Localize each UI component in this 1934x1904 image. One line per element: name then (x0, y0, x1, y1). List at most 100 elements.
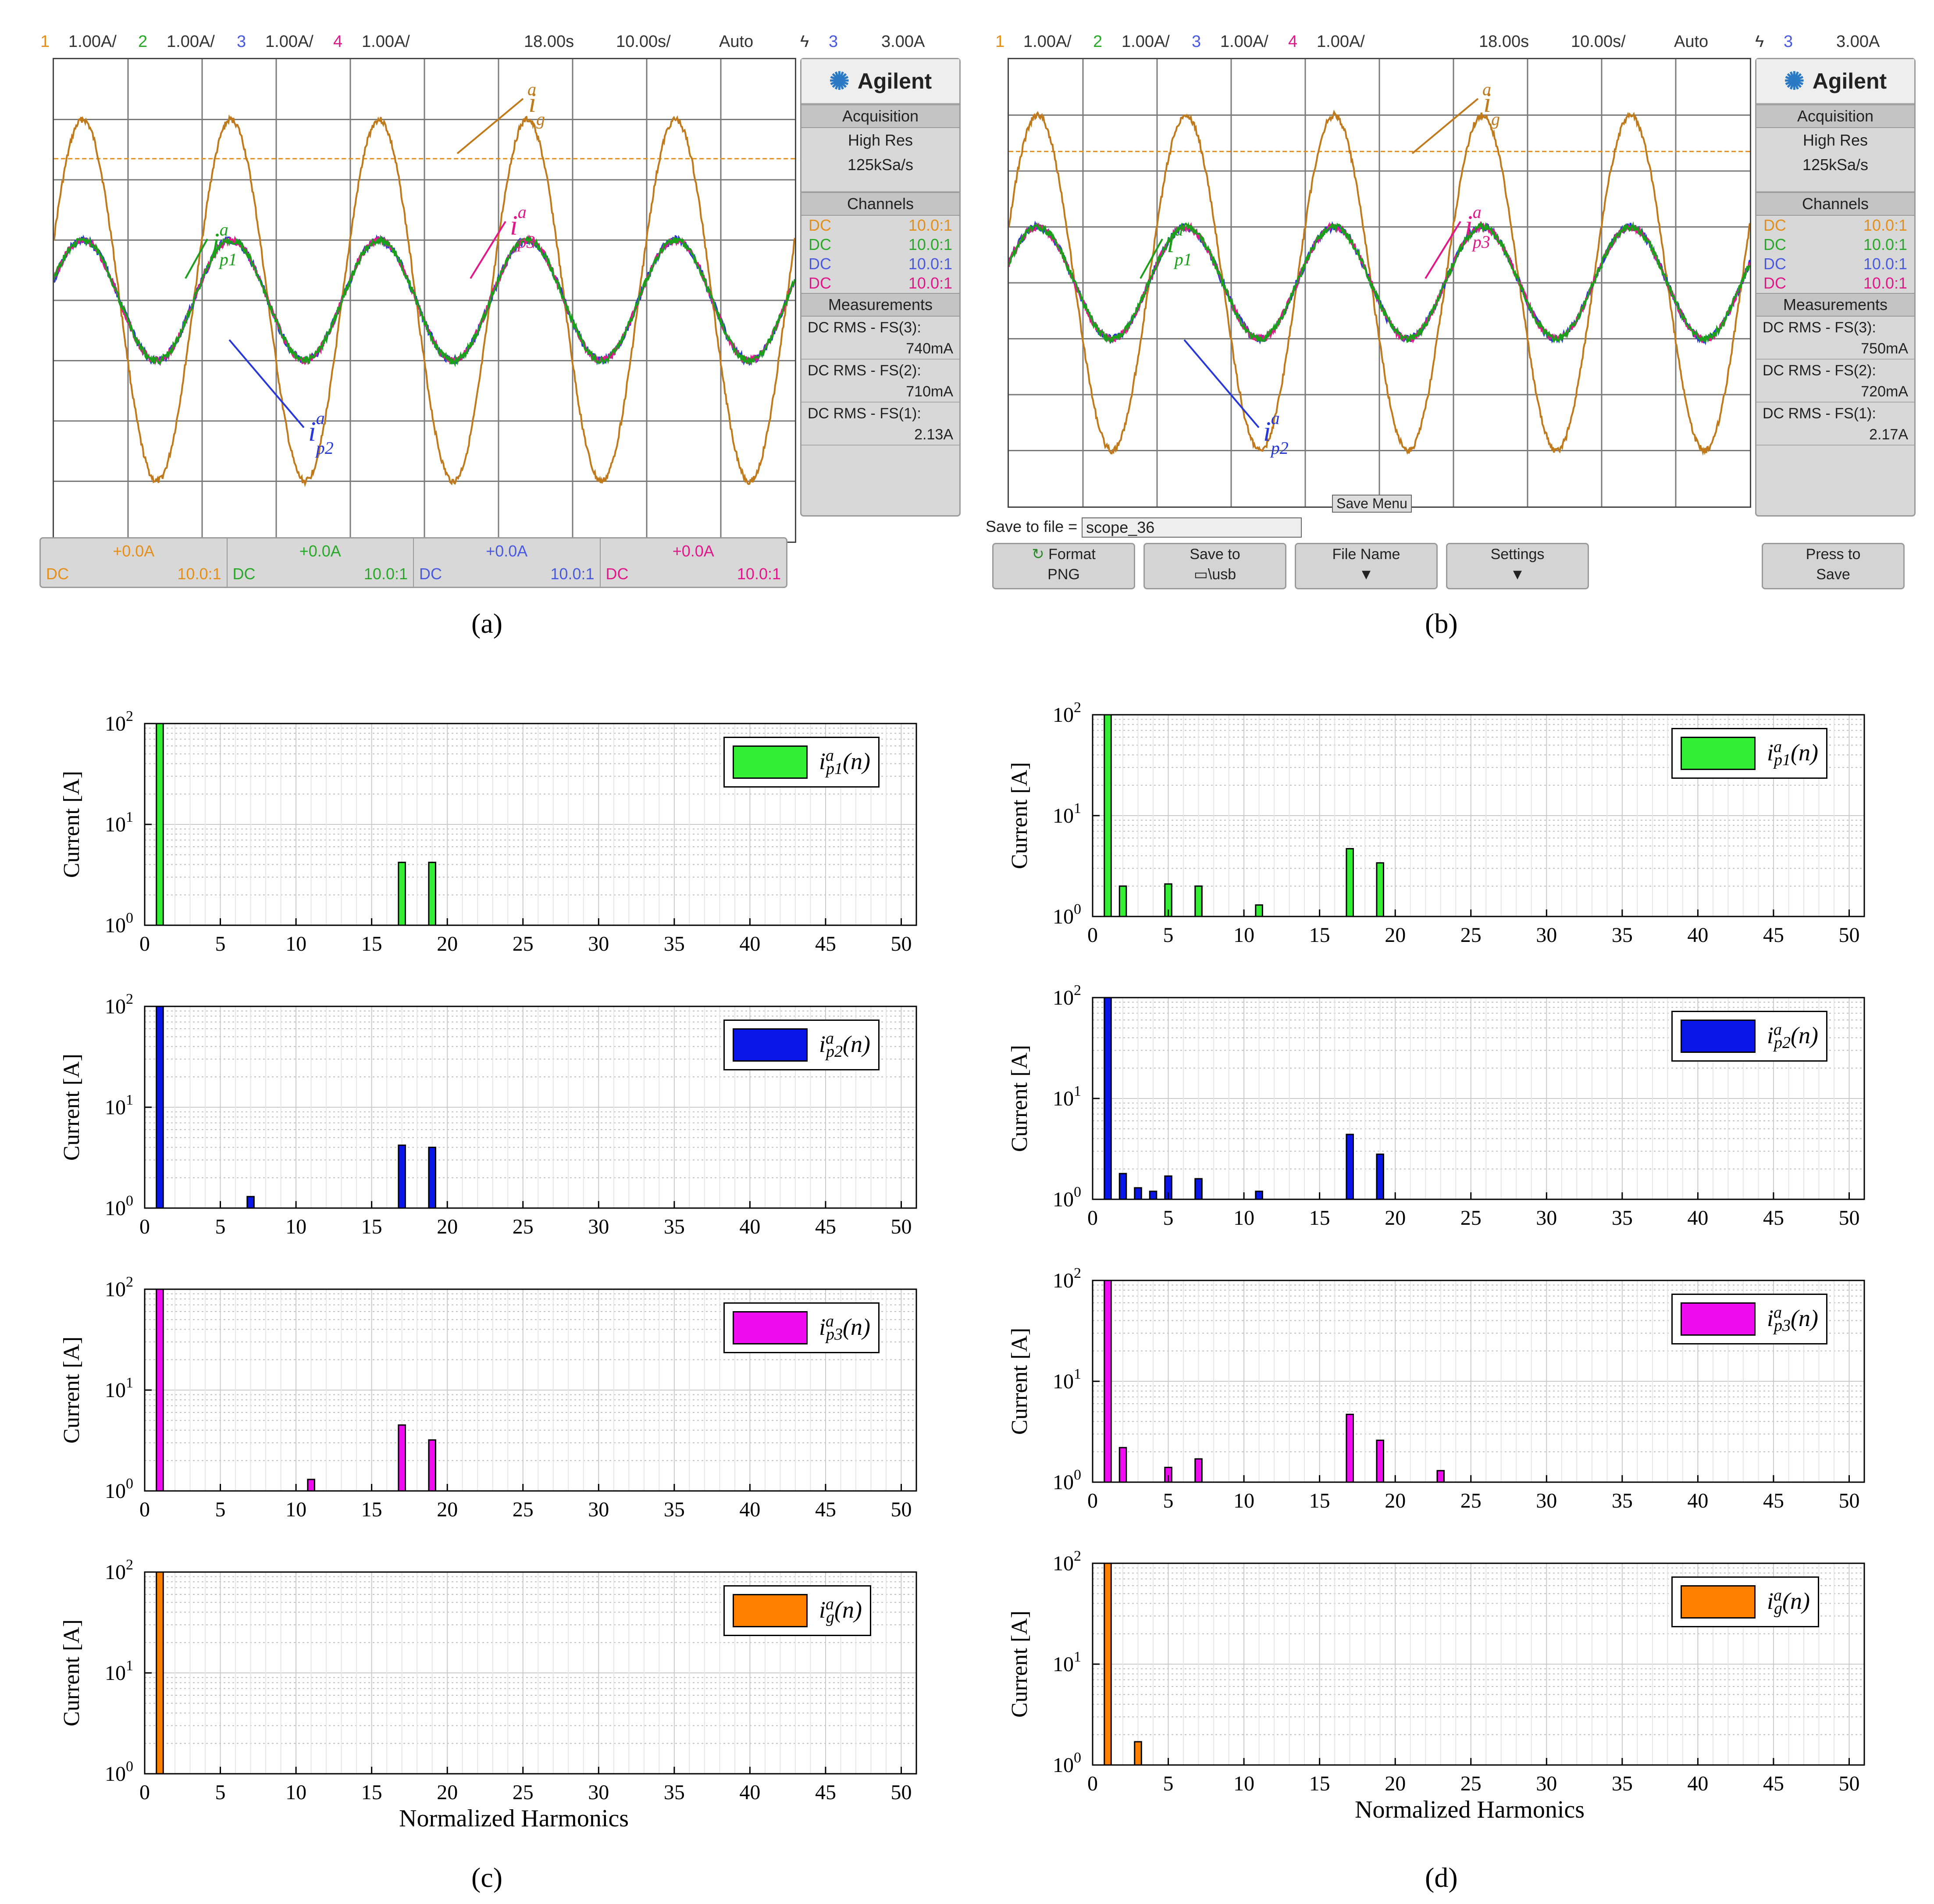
ch1-number[interactable]: 1 (995, 32, 1005, 51)
legend-label: iap1(n) (1767, 737, 1818, 770)
bar-h2 (1118, 885, 1127, 917)
x-tick-label: 10 (285, 1781, 306, 1804)
status-bar: 1 1.00A/ 2 1.00A/ 3 1.00A/ 4 1.00A/ 18.0… (986, 26, 1906, 57)
y-tick-label: 100 (105, 1758, 133, 1786)
ch3-number[interactable]: 3 (237, 32, 246, 51)
x-tick-label: 5 (215, 932, 226, 956)
x-tick-label: 35 (664, 1215, 685, 1238)
ch4-scale: 1.00A/ (362, 32, 410, 51)
save-to-softkey[interactable]: Save to ▭\usb (1143, 543, 1286, 589)
measurement-label-3: DC RMS - FS(1): (808, 405, 921, 422)
ch4-probe: 10.0:1 (737, 565, 781, 583)
annotation-arrow-ip3 (1425, 221, 1461, 279)
save-to-file: Save to file = scope_36 (986, 517, 1302, 538)
y-tick-label: 102 (1053, 1267, 1081, 1292)
bar-h7 (246, 1196, 255, 1209)
acquisition-header[interactable]: Acquisition (1756, 104, 1914, 128)
bar-h2 (1118, 1447, 1127, 1483)
x-tick-label: 5 (215, 1781, 226, 1804)
x-tick-label: 50 (890, 1498, 912, 1521)
ch2-number[interactable]: 2 (138, 32, 148, 51)
x-tick-label: 40 (1687, 923, 1708, 947)
timebase-readout: 10.00s/ (616, 32, 671, 51)
ch2-offset: +0.0A (299, 542, 341, 560)
bar-h4 (1149, 1191, 1158, 1200)
x-tick-label: 25 (513, 1215, 534, 1238)
ch3-offset: +0.0A (486, 542, 528, 560)
format-softkey[interactable]: ↻ Format PNG (992, 543, 1135, 589)
ch2-number[interactable]: 2 (1093, 32, 1103, 51)
file-name-softkey[interactable]: File Name ▼ (1295, 543, 1438, 589)
bar-h7 (1194, 885, 1203, 917)
x-tick-label: 50 (1838, 1772, 1859, 1795)
measurements-header[interactable]: Measurements (801, 293, 959, 317)
settings-softkey[interactable]: Settings ▼ (1446, 543, 1589, 589)
annotation-arrow-ip3 (470, 221, 506, 279)
legend-c1: iap1(n) (723, 737, 880, 788)
arrow-down-icon: ▼ (1359, 566, 1374, 583)
ch4-number[interactable]: 4 (1288, 32, 1298, 51)
x-tick-label: 35 (664, 932, 685, 956)
channel-row-1: DC 10.0:1 (1763, 216, 1907, 234)
agilent-logo: ✺ Agilent (1756, 59, 1914, 104)
measurement-value-3: 2.13A (801, 424, 959, 446)
x-tick-label: 20 (1385, 1772, 1406, 1795)
bar-h19 (1376, 1153, 1384, 1200)
ch4-number[interactable]: 4 (333, 32, 343, 51)
bar-h17 (1346, 848, 1354, 917)
trigger-icon: ϟ (1755, 32, 1764, 51)
bar-h19 (428, 862, 436, 926)
trace-ip1 (54, 235, 795, 367)
acquisition-header[interactable]: Acquisition (801, 104, 959, 128)
x-tick-label: 0 (1087, 1206, 1098, 1230)
x-tick-label: 45 (815, 1781, 836, 1804)
bar-h17 (1346, 1134, 1354, 1200)
legend-label: iag(n) (1767, 1586, 1810, 1618)
channels-header[interactable]: Channels (1756, 192, 1914, 216)
x-tick-label: 50 (1838, 1206, 1859, 1230)
ch2-scale: 1.00A/ (167, 32, 215, 51)
bar-h1 (156, 723, 164, 926)
legend-swatch (1681, 1020, 1756, 1053)
y-tick-label: 101 (1053, 1366, 1081, 1393)
bar-h11 (307, 1479, 315, 1492)
y-tick-label: 102 (105, 1559, 133, 1584)
measurement-label-1: DC RMS - FS(3): (1763, 319, 1876, 336)
x-tick-label: 40 (739, 1498, 760, 1521)
harmonic-chart-d3: 0 5 10 15 20 25 30 35 40 45 50 100 101 102 Current [A]… (996, 1265, 1882, 1530)
x-tick-label: 10 (1233, 1206, 1254, 1230)
save-menu-label[interactable]: Save Menu (1332, 495, 1412, 513)
measurements-header[interactable]: Measurements (1756, 293, 1914, 317)
y-axis-label: Current [A] (1007, 762, 1032, 869)
ch3-number[interactable]: 3 (1192, 32, 1201, 51)
chart-svg: 0 5 10 15 20 25 30 35 40 45 50 100 101 102 Current [A] (59, 1274, 917, 1521)
annotation-arrow-ig (456, 98, 524, 154)
plot-area: 0 5 10 15 20 25 30 35 40 45 50 100 101 102 Current [A] (1007, 1548, 1865, 1795)
brand-text: Agilent (1812, 69, 1887, 93)
legend-label: iag(n) (819, 1594, 862, 1627)
press-to-save-softkey[interactable]: Press to Save (1762, 543, 1905, 589)
ch3-coupling: DC (419, 565, 442, 583)
x-tick-label: 25 (513, 932, 534, 956)
x-tick-label: 25 (1460, 923, 1482, 947)
trace-ip1 (1009, 221, 1750, 344)
ch2-offset-cell[interactable]: +0.0A DC 10.0:1 (228, 538, 414, 587)
channel-row-4: DC 10.0:1 (809, 274, 952, 292)
channels-header[interactable]: Channels (801, 192, 959, 216)
ch3-offset-cell[interactable]: +0.0A DC 10.0:1 (414, 538, 601, 587)
x-tick-label: 10 (285, 1498, 306, 1521)
arrow-down-icon: ▼ (1510, 566, 1525, 583)
save-to-file-input[interactable]: scope_36 (1082, 517, 1302, 538)
x-tick-label: 30 (588, 1498, 609, 1521)
x-tick-label: 5 (215, 1498, 226, 1521)
plot-area: 0 5 10 15 20 25 30 35 40 45 50 100 101 102 Current [A] (59, 1274, 917, 1521)
waveform-screen: iga ip1a ip3a ip2a (1008, 58, 1751, 508)
ch4-offset-cell[interactable]: +0.0A DC 10.0:1 (601, 538, 787, 587)
x-tick-label: 5 (215, 1215, 226, 1238)
panel-label-a: (a) (471, 608, 503, 639)
ch1-offset-cell[interactable]: +0.0A DC 10.0:1 (41, 538, 228, 587)
x-tick-label: 45 (1763, 923, 1784, 947)
x-tick-label: 35 (1612, 923, 1633, 947)
y-axis-label: Current [A] (1007, 1611, 1032, 1718)
ch1-number[interactable]: 1 (40, 32, 50, 51)
